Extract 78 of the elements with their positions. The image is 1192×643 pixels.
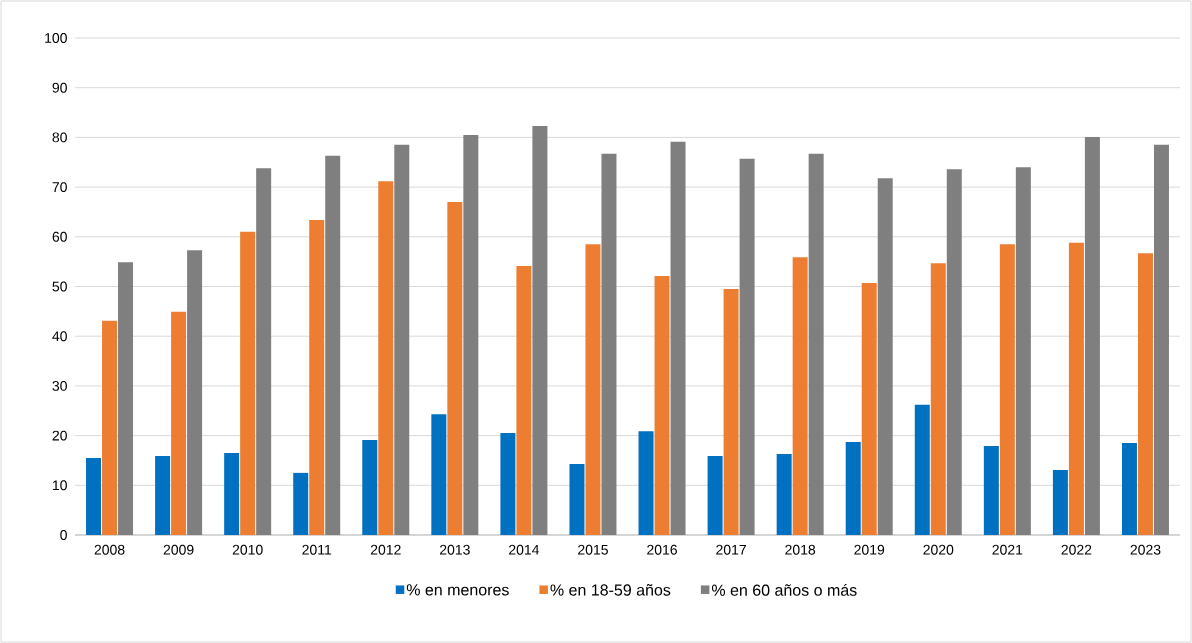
x-tick-label: 2016 [647,544,677,555]
bar [516,266,532,535]
bar [601,153,617,535]
bar [877,178,893,535]
bar [808,153,824,535]
bar [654,276,670,535]
bar [378,181,394,535]
x-tick-label: 2011 [302,544,332,555]
x-tick-label: 2023 [1130,544,1161,555]
bar [1084,136,1100,535]
bar [1052,469,1068,535]
bar [155,455,171,535]
x-tick-label: 2014 [509,544,540,555]
bar [739,158,755,535]
bar [585,244,601,535]
bar [500,433,516,535]
bar [983,446,999,535]
bar [447,202,463,535]
bar [256,168,272,535]
y-tick-label: 60 [52,231,67,242]
bar [1121,443,1137,535]
bar [999,244,1015,535]
bar [309,219,325,535]
bar [638,431,654,535]
y-tick-label: 70 [52,182,67,193]
x-tick-label: 2017 [716,544,746,555]
y-tick-label: 40 [52,331,67,342]
legend-label: % en menores [406,584,509,596]
y-tick-label: 90 [52,82,67,93]
bar [118,262,134,535]
bar [569,463,585,535]
y-tick-label: 10 [52,480,67,491]
x-tick-label: 2021 [992,544,1023,555]
bar [776,453,792,535]
bar [1068,242,1084,535]
y-tick-label: 0 [60,530,67,540]
bar [946,169,962,535]
bar [293,472,309,535]
x-tick-label: 2010 [232,544,263,555]
bar [723,288,739,535]
bar [1153,144,1169,535]
bar [861,283,877,535]
x-tick-label: 2015 [578,544,608,555]
y-tick-label: 20 [52,430,67,441]
bar [224,453,240,535]
bar [707,455,723,535]
bar [431,414,447,535]
x-tick-label: 2008 [94,544,125,555]
y-tick-label: 50 [52,281,67,292]
y-tick-label: 30 [52,380,67,391]
bar [325,155,341,535]
y-tick-label: 100 [45,33,67,43]
bar [792,257,808,535]
x-tick-label: 2022 [1061,544,1092,555]
legend-label: % en 18-59 años [550,584,671,596]
bar [532,125,548,535]
legend-label: % en 60 años o más [711,583,857,596]
bar [1015,167,1031,535]
x-tick-label: 2020 [923,544,954,555]
bar [1137,253,1153,535]
x-tick-label: 2013 [439,544,470,555]
bar [102,320,118,535]
bar [362,440,378,535]
bar [670,141,686,535]
x-tick-label: 2019 [854,544,885,555]
bar [187,250,203,535]
bar [171,311,187,535]
bar [845,442,861,535]
bar [914,404,930,535]
x-tick-label: 2012 [370,544,401,555]
bar [930,263,946,535]
y-tick-label: 80 [52,132,67,143]
bar [86,457,102,535]
x-tick-label: 2018 [785,544,816,555]
x-tick-label: 2009 [163,544,194,555]
bar [463,134,479,535]
bar [240,231,256,535]
bar [394,144,410,535]
